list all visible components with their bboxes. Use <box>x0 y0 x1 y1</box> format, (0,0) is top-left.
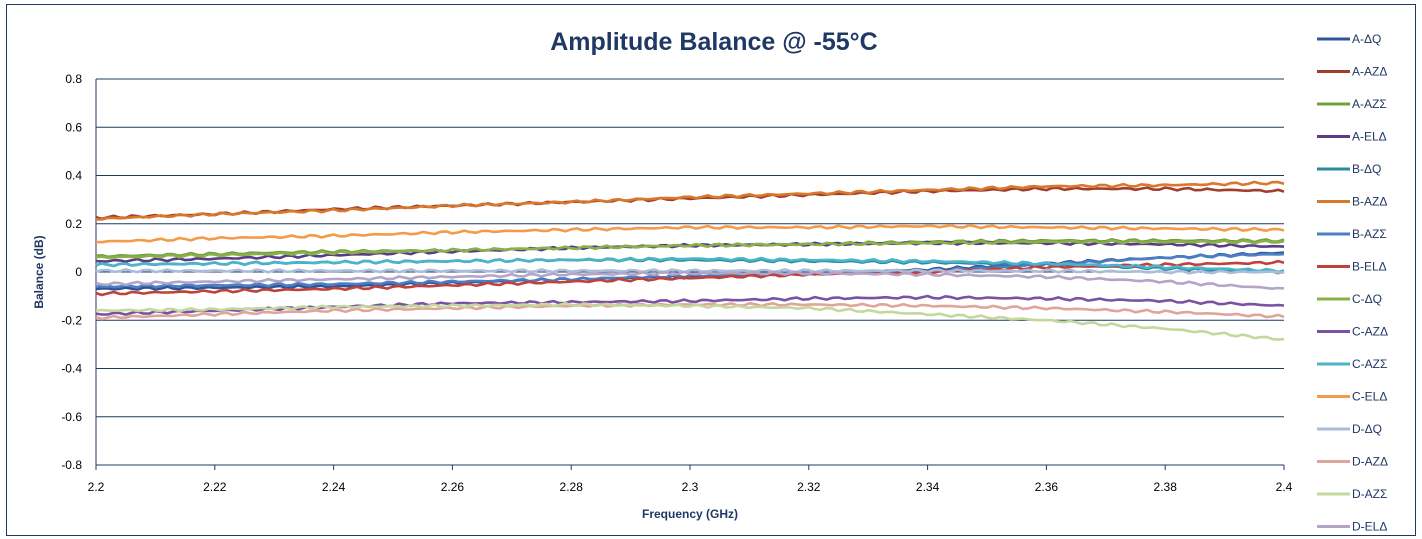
y-tick-label: 0.6 <box>65 120 82 134</box>
y-tick-label: 0.8 <box>65 72 82 86</box>
x-tick-label: 2.28 <box>560 480 584 494</box>
legend-label: D-AZΔ <box>1352 455 1388 469</box>
y-tick-label: 0.4 <box>65 169 82 183</box>
y-axis-title: Balance (dB) <box>32 235 46 308</box>
series-line-D-ΔQ <box>95 268 1285 275</box>
series-layer <box>95 180 1285 341</box>
legend-label: D-AZΣ <box>1352 487 1387 501</box>
legend-label: A-ΔQ <box>1352 32 1381 46</box>
legend-label: B-AZΣ <box>1352 227 1387 241</box>
series-line-B-ELΔ <box>95 259 1285 297</box>
x-tick-label: 2.22 <box>203 480 227 494</box>
legend-label: B-ELΔ <box>1352 260 1387 274</box>
x-tick-label: 2.4 <box>1276 480 1293 494</box>
y-tick-label: -0.2 <box>61 313 82 327</box>
legend: A-ΔQ A-AZΔ A-AZΣ A-ELΔ B-ΔQ B-AZΔ B-AZΣ B-ELΔ C-… <box>1317 32 1388 534</box>
y-tick-label: -0.4 <box>61 362 82 376</box>
legend-label: D-ELΔ <box>1352 520 1387 534</box>
legend-label: C-AZΣ <box>1352 357 1387 371</box>
y-tick-label: 0.2 <box>65 217 82 231</box>
series-line-B-AZΔ <box>95 180 1285 221</box>
series-line-C-ELΔ <box>95 224 1285 244</box>
y-tick-label: 0 <box>75 265 82 279</box>
axis-layer <box>95 79 1285 470</box>
series-line-B-AZΣ <box>95 252 1285 289</box>
series-line-D-ELΔ <box>95 270 1285 291</box>
legend-label: B-ΔQ <box>1352 162 1381 176</box>
legend-label: C-ΔQ <box>1352 292 1382 306</box>
series-line-C-AZΣ <box>95 256 1285 274</box>
x-tick-label: 2.32 <box>797 480 821 494</box>
x-axis-title: Frequency (GHz) <box>642 507 738 521</box>
x-tick-label: 2.38 <box>1154 480 1178 494</box>
legend-label: A-AZΣ <box>1352 97 1387 111</box>
series-line-D-AZΣ <box>95 301 1285 341</box>
chart-title: Amplitude Balance @ -55°C <box>550 28 878 56</box>
series-line-D-AZΔ <box>95 301 1285 321</box>
y-tick-label: -0.6 <box>61 410 82 424</box>
legend-label: C-AZΔ <box>1352 325 1388 339</box>
x-tick-label: 2.24 <box>322 480 346 494</box>
legend-label: D-ΔQ <box>1352 422 1382 436</box>
series-line-C-ΔQ <box>95 239 1285 259</box>
y-tick-label: -0.8 <box>61 458 82 472</box>
x-tick-label: 2.3 <box>682 480 699 494</box>
legend-label: C-ELΔ <box>1352 390 1387 404</box>
y-tick-labels: 0.8 0.6 0.4 0.2 0 -0.2 -0.4 -0.6 -0.8 <box>61 72 82 472</box>
legend-label: A-ELΔ <box>1352 130 1387 144</box>
series-line-A-AZΔ <box>95 186 1285 221</box>
x-tick-labels: 2.2 2.22 2.24 2.26 2.28 2.3 2.32 2.34 2.36 2.38 2.… <box>88 480 1293 494</box>
x-tick-label: 2.36 <box>1035 480 1059 494</box>
chart-svg: 0.80.60.40.20-0.2-0.4-0.6-0.8 2.2 2.22 2.2… <box>32 28 1388 534</box>
legend-label: A-AZΔ <box>1352 65 1387 79</box>
x-tick-label: 2.2 <box>88 480 105 494</box>
x-tick-label: 2.26 <box>441 480 465 494</box>
legend-label: B-AZΔ <box>1352 195 1387 209</box>
chart-frame: 0.8 0.6 0.4 0.2 0 -0.2 -0.4 -0.6 -0.8 2.2 2.22 2.2… <box>6 4 1416 536</box>
x-tick-label: 2.34 <box>916 480 940 494</box>
